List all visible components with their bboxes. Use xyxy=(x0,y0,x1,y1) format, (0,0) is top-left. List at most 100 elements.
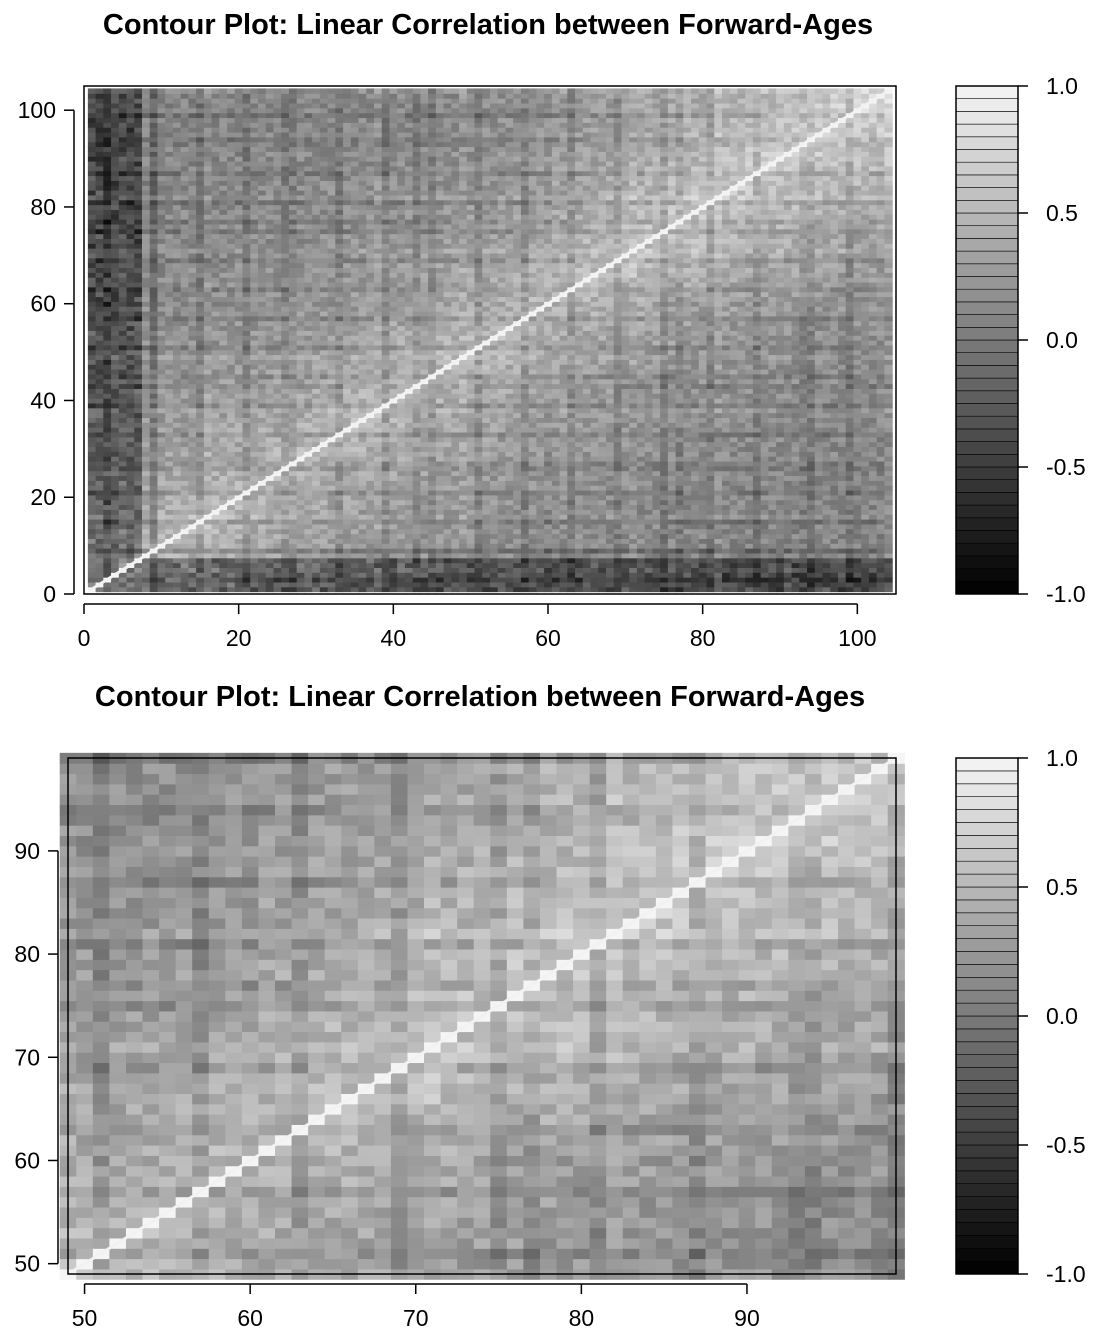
contour-cell xyxy=(343,88,352,94)
contour-cell xyxy=(327,552,336,559)
contour-cell xyxy=(126,219,135,225)
contour-cell xyxy=(203,209,213,215)
contour-cell xyxy=(157,165,166,172)
contour-cell xyxy=(312,407,321,414)
contour-cell xyxy=(335,480,344,486)
contour-cell xyxy=(234,306,244,312)
contour-cell xyxy=(312,185,321,191)
contour-cell xyxy=(404,523,414,530)
contour-cell xyxy=(304,567,313,573)
contour-cell xyxy=(142,233,151,239)
contour-cell xyxy=(219,156,228,162)
contour-cell xyxy=(327,456,336,462)
contour-cell xyxy=(188,369,197,375)
contour-cell xyxy=(118,315,128,322)
contour-cell xyxy=(242,122,251,128)
contour-cell xyxy=(203,572,213,578)
contour-cell xyxy=(397,465,406,472)
contour-cell xyxy=(211,427,220,433)
contour-cell xyxy=(203,451,213,457)
contour-cell xyxy=(227,209,236,215)
contour-cell xyxy=(288,548,298,554)
contour-cell xyxy=(412,151,421,157)
contour-cell xyxy=(180,519,189,525)
contour-cell xyxy=(227,243,236,249)
contour-cell xyxy=(196,306,205,312)
contour-cell xyxy=(118,252,128,259)
contour-cell xyxy=(304,277,313,283)
contour-cell xyxy=(211,431,220,438)
contour-cell xyxy=(165,102,174,109)
contour-cell xyxy=(149,446,159,452)
contour-cell xyxy=(180,422,189,428)
contour-cell xyxy=(288,519,298,525)
contour-cell xyxy=(335,170,344,177)
contour-cell xyxy=(428,257,437,264)
contour-cell xyxy=(273,567,282,573)
contour-cell xyxy=(451,528,460,535)
contour-cell xyxy=(203,175,213,181)
contour-cell xyxy=(397,175,406,181)
contour-cell xyxy=(111,310,120,317)
contour-cell xyxy=(397,417,406,423)
contour-cell xyxy=(126,107,135,114)
contour-cell xyxy=(435,156,445,162)
contour-cell xyxy=(172,369,182,375)
contour-cell xyxy=(188,417,197,423)
contour-cell xyxy=(343,548,352,554)
contour-cell xyxy=(87,136,97,143)
contour-cell xyxy=(296,393,305,399)
contour-cell xyxy=(350,257,360,264)
contour-cell xyxy=(111,402,120,409)
contour-cell xyxy=(304,219,313,225)
contour-cell xyxy=(381,446,391,452)
contour-cell xyxy=(111,257,120,264)
contour-cell xyxy=(327,499,336,506)
contour-cell xyxy=(134,88,143,94)
contour-cell xyxy=(350,533,360,539)
contour-cell xyxy=(451,301,460,307)
contour-cell xyxy=(420,388,429,394)
contour-cell xyxy=(87,281,97,288)
contour-cell xyxy=(312,383,321,389)
contour-cell xyxy=(443,504,452,510)
contour-cell xyxy=(227,451,236,457)
contour-cell xyxy=(203,214,213,220)
contour-cell xyxy=(412,349,421,356)
contour-cell xyxy=(319,412,329,419)
contour-cell xyxy=(265,480,275,486)
contour-cell xyxy=(242,330,251,336)
contour-cell xyxy=(404,107,414,114)
contour-cell xyxy=(258,364,267,370)
contour-cell xyxy=(111,422,120,428)
contour-cell xyxy=(87,122,97,128)
contour-cell xyxy=(234,209,244,215)
contour-cell xyxy=(265,315,275,322)
contour-cell xyxy=(412,335,421,341)
contour-cell xyxy=(196,102,205,109)
contour-cell xyxy=(258,122,267,128)
contour-cell xyxy=(188,267,197,273)
contour-cell xyxy=(343,107,352,114)
contour-cell xyxy=(265,228,275,235)
contour-cell xyxy=(358,470,367,477)
contour-cell xyxy=(335,185,344,191)
contour-cell xyxy=(389,509,398,515)
contour-cell xyxy=(304,204,313,210)
contour-cell xyxy=(149,364,159,370)
contour-cell xyxy=(412,136,421,143)
contour-cell xyxy=(327,199,336,206)
contour-cell xyxy=(343,364,352,370)
contour-cell xyxy=(319,538,329,544)
contour-cell xyxy=(188,214,197,220)
contour-cell xyxy=(149,398,159,404)
contour-cell xyxy=(203,248,213,254)
contour-cell xyxy=(350,296,360,302)
contour-cell xyxy=(234,412,244,419)
contour-cell xyxy=(203,499,213,506)
contour-cell xyxy=(451,180,460,186)
contour-cell xyxy=(451,170,460,177)
contour-cell xyxy=(203,581,213,588)
contour-cell xyxy=(343,528,352,535)
contour-cell xyxy=(443,436,452,443)
